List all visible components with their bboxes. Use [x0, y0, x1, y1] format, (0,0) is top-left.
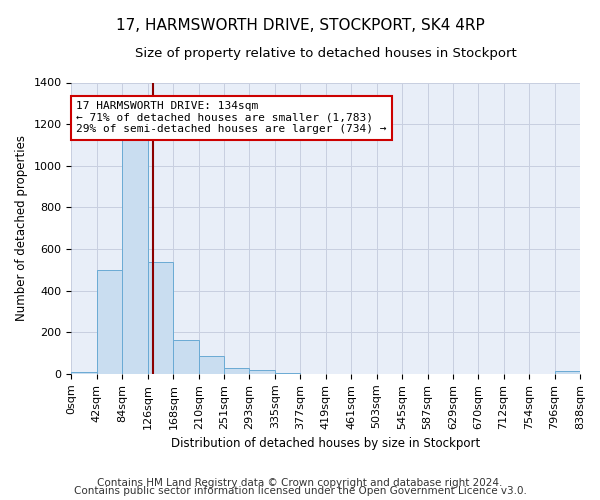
Bar — [97, 270, 122, 374]
Text: Contains HM Land Registry data © Crown copyright and database right 2024.: Contains HM Land Registry data © Crown c… — [97, 478, 503, 488]
Bar — [173, 340, 199, 374]
Bar — [71, 372, 97, 374]
X-axis label: Distribution of detached houses by size in Stockport: Distribution of detached houses by size … — [171, 437, 481, 450]
Bar — [275, 373, 300, 374]
Text: 17 HARMSWORTH DRIVE: 134sqm
← 71% of detached houses are smaller (1,783)
29% of : 17 HARMSWORTH DRIVE: 134sqm ← 71% of det… — [76, 101, 387, 134]
Bar — [554, 372, 580, 374]
Text: 17, HARMSWORTH DRIVE, STOCKPORT, SK4 4RP: 17, HARMSWORTH DRIVE, STOCKPORT, SK4 4RP — [116, 18, 484, 32]
Title: Size of property relative to detached houses in Stockport: Size of property relative to detached ho… — [135, 48, 517, 60]
Bar — [199, 356, 224, 374]
Bar — [224, 368, 249, 374]
Y-axis label: Number of detached properties: Number of detached properties — [15, 135, 28, 321]
Bar — [122, 134, 148, 374]
Bar — [249, 370, 275, 374]
Bar — [148, 262, 173, 374]
Text: Contains public sector information licensed under the Open Government Licence v3: Contains public sector information licen… — [74, 486, 526, 496]
